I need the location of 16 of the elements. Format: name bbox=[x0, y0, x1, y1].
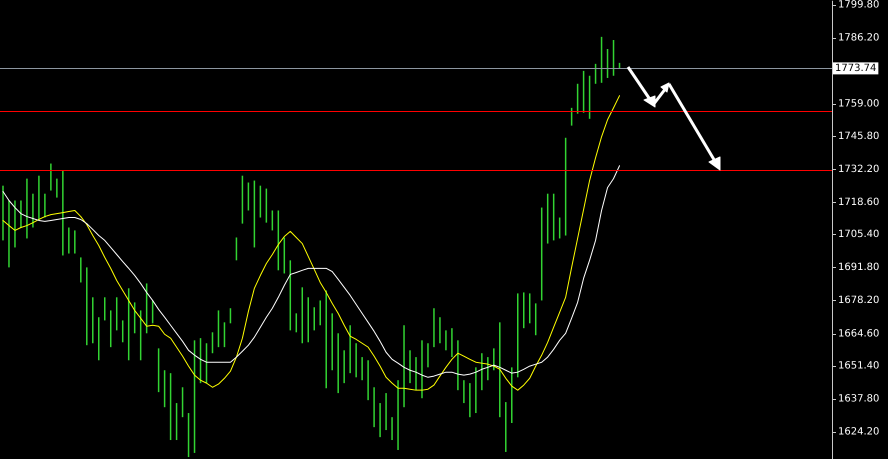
y-tick-label: 1637.80 bbox=[838, 393, 880, 404]
y-tick-label: 1732.20 bbox=[838, 164, 880, 175]
y-tick-label: 1705.40 bbox=[838, 229, 880, 240]
y-tick-label: 1786.20 bbox=[838, 32, 880, 44]
y-tick-label: 1759.00 bbox=[838, 98, 880, 110]
y-tick-label: 1718.60 bbox=[838, 196, 880, 208]
y-tick-label: 1624.20 bbox=[838, 426, 880, 438]
line-series bbox=[2, 95, 620, 391]
y-tick-label: 1651.40 bbox=[838, 360, 880, 372]
ref-line-label: 1773.74 bbox=[835, 62, 876, 74]
y-tick-label: 1678.20 bbox=[838, 295, 880, 306]
line-series bbox=[2, 165, 620, 378]
y-tick-label: 1799.80 bbox=[838, 0, 880, 10]
y-tick-label: 1745.80 bbox=[838, 130, 880, 142]
y-tick-label: 1691.80 bbox=[838, 262, 880, 274]
y-tick-label: 1664.60 bbox=[838, 328, 880, 340]
